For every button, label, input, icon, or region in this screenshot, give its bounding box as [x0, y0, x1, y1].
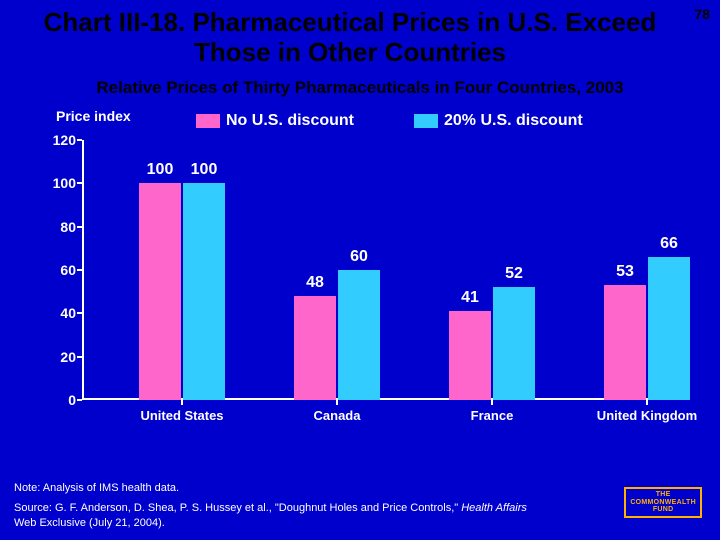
bar-value-label: 100 [139, 161, 181, 179]
ytick-label: 0 [36, 392, 76, 408]
fund-logo: THE COMMONWEALTH FUND [624, 487, 702, 518]
bar-b: 52 [493, 287, 535, 400]
chart-container: Price index No U.S. discount 20% U.S. di… [26, 110, 694, 450]
chart-subtitle: Relative Prices of Thirty Pharmaceutical… [0, 72, 720, 100]
legend-swatch-b [414, 114, 438, 128]
bar-value-label: 100 [183, 161, 225, 179]
ytick-mark [77, 269, 82, 271]
ytick-mark [77, 356, 82, 358]
ytick-mark [77, 399, 82, 401]
bar-value-label: 60 [338, 248, 380, 266]
bar-pair: 4152 [432, 287, 552, 400]
legend-swatch-a [196, 114, 220, 128]
category-label: United Kingdom [597, 408, 697, 423]
bar-a: 53 [604, 285, 646, 400]
plot-area: 020406080100120100100United States4860Ca… [82, 140, 682, 400]
ytick-label: 40 [36, 305, 76, 321]
ytick-mark [77, 312, 82, 314]
bar-value-label: 41 [449, 289, 491, 307]
legend: No U.S. discount 20% U.S. discount [196, 112, 583, 130]
bar-b: 66 [648, 257, 690, 400]
footer: Note: Analysis of IMS health data. Sourc… [14, 481, 544, 530]
bar-a: 41 [449, 311, 491, 400]
legend-item-a: No U.S. discount [196, 112, 354, 130]
source-text: Source: G. F. Anderson, D. Shea, P. S. H… [14, 501, 544, 530]
ytick-label: 80 [36, 219, 76, 235]
bar-value-label: 66 [648, 235, 690, 253]
ytick-mark [77, 182, 82, 184]
chart-title: Chart III-18. Pharmaceutical Prices in U… [0, 0, 720, 72]
category-label: United States [140, 408, 223, 423]
source-prefix: Source: G. F. Anderson, D. Shea, P. S. H… [14, 502, 461, 514]
bar-a: 48 [294, 296, 336, 400]
fund-line3: FUND [630, 506, 696, 514]
ytick-label: 60 [36, 262, 76, 278]
fund-line1: THE [630, 491, 696, 499]
ytick-label: 20 [36, 349, 76, 365]
ytick-label: 120 [36, 132, 76, 148]
xtick-mark [336, 400, 338, 405]
category-label: Canada [314, 408, 361, 423]
source-italic: Health Affairs [461, 502, 527, 514]
bar-pair: 4860 [277, 270, 397, 400]
legend-label-a: No U.S. discount [226, 112, 354, 130]
bar-b: 100 [183, 183, 225, 400]
ytick-mark [77, 226, 82, 228]
fund-line2: COMMONWEALTH [630, 499, 696, 507]
ytick-label: 100 [36, 175, 76, 191]
bar-b: 60 [338, 270, 380, 400]
bar-value-label: 48 [294, 274, 336, 292]
category-label: France [471, 408, 514, 423]
source-suffix: Web Exclusive (July 21, 2004). [14, 517, 165, 529]
bar-value-label: 52 [493, 265, 535, 283]
page-number: 78 [694, 6, 710, 22]
bar-a: 100 [139, 183, 181, 400]
y-axis-label: Price index [56, 108, 131, 124]
xtick-mark [181, 400, 183, 405]
bar-value-label: 53 [604, 263, 646, 281]
xtick-mark [491, 400, 493, 405]
note-text: Note: Analysis of IMS health data. [14, 481, 544, 495]
y-axis [82, 140, 84, 400]
bar-pair: 100100 [122, 183, 242, 400]
ytick-mark [77, 139, 82, 141]
legend-item-b: 20% U.S. discount [414, 112, 583, 130]
legend-label-b: 20% U.S. discount [444, 112, 583, 130]
bar-pair: 5366 [587, 257, 707, 400]
xtick-mark [646, 400, 648, 405]
